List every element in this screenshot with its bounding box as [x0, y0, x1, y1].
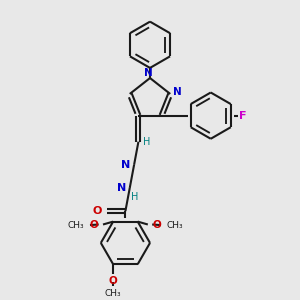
- Text: N: N: [122, 160, 130, 170]
- Text: H: H: [131, 192, 139, 202]
- Text: N: N: [117, 183, 126, 193]
- Text: N: N: [144, 68, 153, 78]
- Text: CH₃: CH₃: [105, 290, 122, 298]
- Text: O: O: [90, 220, 99, 230]
- Text: O: O: [109, 276, 118, 286]
- Text: N: N: [172, 88, 181, 98]
- Text: H: H: [143, 137, 150, 147]
- Text: F: F: [239, 111, 247, 121]
- Text: O: O: [152, 220, 161, 230]
- Text: CH₃: CH₃: [167, 221, 183, 230]
- Text: O: O: [93, 206, 102, 216]
- Text: CH₃: CH₃: [68, 221, 84, 230]
